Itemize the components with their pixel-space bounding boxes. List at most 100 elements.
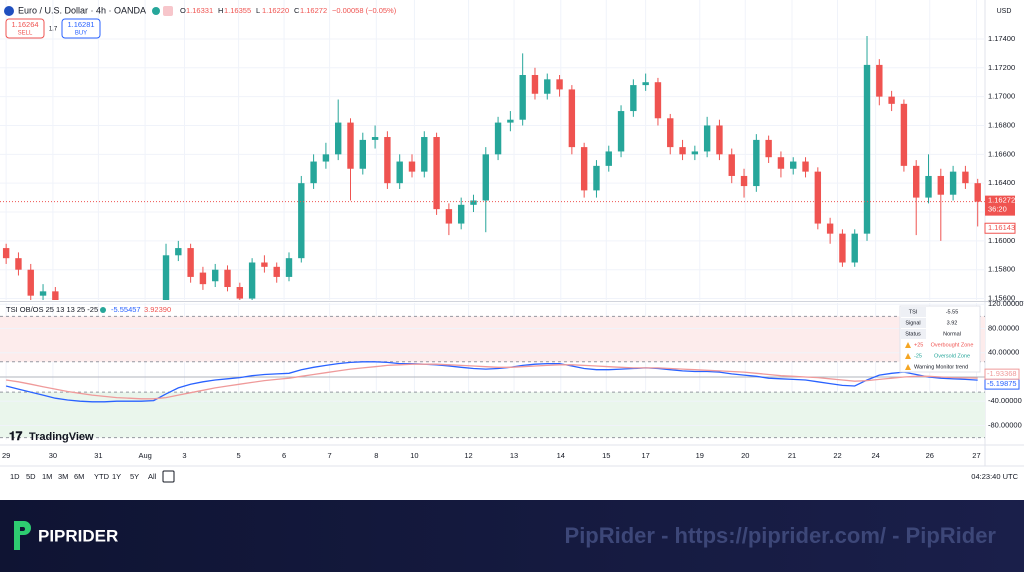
y-tick-label: -40.00000 (988, 396, 1022, 405)
sell-price: 1.16264 (11, 20, 38, 29)
range-button[interactable]: YTD (94, 472, 110, 481)
candle-body (175, 248, 182, 256)
buy-button[interactable] (61, 18, 101, 39)
table-text: Normal (943, 331, 961, 337)
candle-body (310, 161, 317, 184)
x-tick-label: 30 (49, 451, 57, 460)
x-tick-label: 27 (972, 451, 980, 460)
ohlc-key: C (294, 6, 300, 15)
x-tick-label: Aug (138, 451, 151, 460)
candle-body (703, 125, 711, 152)
table-icon (905, 353, 911, 359)
candle-body (974, 183, 981, 202)
candle-body (814, 171, 822, 224)
spread: 1.7 (49, 27, 58, 33)
indicator-icon (163, 6, 173, 16)
sell-button[interactable] (5, 18, 45, 39)
candle-body (802, 161, 809, 172)
market-status (152, 7, 160, 15)
table-text: Overbought Zone (931, 342, 974, 348)
ohlc-key: L (256, 6, 260, 15)
table-text: 3.92 (947, 320, 958, 326)
ohlc-value: 1.16355 (224, 6, 251, 15)
buy-label: BUY (75, 31, 87, 37)
range-button[interactable]: All (148, 472, 157, 481)
banner (0, 500, 1024, 572)
candle-body (962, 171, 969, 184)
range-button[interactable]: 3M (58, 472, 68, 481)
candle-body (605, 151, 612, 166)
y-tick-label: 1.17400 (988, 34, 1015, 43)
candle-body (384, 137, 391, 184)
candle-body (667, 118, 674, 148)
candle-body (15, 258, 22, 270)
bid-tag-value: 1.16143 (988, 223, 1015, 232)
candle-body (482, 154, 489, 201)
candle-body (27, 269, 34, 296)
indicator-visible[interactable] (100, 307, 106, 313)
candle-body (790, 161, 797, 169)
y-tick-label: 80.00000 (988, 323, 1019, 332)
x-tick-label: 21 (788, 451, 796, 460)
candle-body (2, 248, 10, 259)
price-tag (985, 195, 1015, 216)
candle-body (39, 291, 47, 296)
table-icon (905, 342, 911, 348)
table-text: Monitor trend (936, 364, 968, 370)
price-tag-value: 1.16272 (988, 196, 1015, 205)
table-text: -25 (914, 353, 922, 359)
x-tick-label: 13 (510, 451, 518, 460)
candle-body (851, 233, 858, 263)
y-tick-label: -80.00000 (988, 420, 1022, 429)
ohlc-value: 1.16272 (300, 6, 327, 15)
candle-body (224, 269, 231, 288)
logo-mark: 𝟏𝟕 (9, 429, 23, 443)
candle-body (273, 266, 280, 277)
value-tag (984, 368, 1020, 380)
candle-body (470, 200, 477, 205)
x-tick-label: 3 (182, 451, 186, 460)
x-tick-label: 6 (282, 451, 286, 460)
range-button[interactable]: 5D (26, 472, 36, 481)
indicator-value: 3.92390 (144, 305, 171, 314)
x-tick-label: 5 (236, 451, 240, 460)
x-tick-label: 24 (871, 451, 879, 460)
table-text: TSI (909, 309, 918, 315)
y-tick-label: 1.16400 (988, 178, 1015, 187)
range-button[interactable]: 5Y (130, 472, 139, 481)
candle-body (421, 137, 428, 172)
candle-body (654, 82, 662, 119)
table-cell (901, 318, 926, 328)
x-tick-label: 17 (641, 451, 649, 460)
candle-body (728, 154, 735, 176)
y-tick-label: 1.17200 (988, 63, 1015, 72)
candle-body (396, 161, 403, 184)
range-button[interactable]: 1M (42, 472, 52, 481)
value-tag-text: -5.19875 (987, 379, 1017, 388)
range-button[interactable]: 6M (74, 472, 84, 481)
currency: USD (997, 8, 1012, 15)
x-tick-label: 15 (602, 451, 610, 460)
x-tick-label: 20 (741, 451, 749, 460)
candle-body (162, 255, 170, 300)
candle-body (691, 151, 699, 155)
range-button[interactable]: 1D (10, 472, 20, 481)
candle-body (937, 175, 945, 195)
candle-body (212, 269, 219, 282)
candle-body (507, 119, 514, 123)
range-button[interactable]: 1Y (112, 472, 121, 481)
candle-body (900, 103, 908, 166)
ohlc-key: H (218, 6, 223, 15)
candle-body (568, 89, 576, 148)
change: −0.00058 (−0.05%) (332, 6, 397, 15)
date-range-icon[interactable] (162, 470, 175, 483)
brand-name: PIPRIDER (38, 526, 118, 545)
zone (0, 392, 985, 438)
clock: 04:23:40 UTC (971, 472, 1018, 481)
value-tag-text: -1.93368 (987, 369, 1017, 378)
indicator-title: TSI OB/OS 25 13 13 25 -25 (6, 305, 98, 314)
candle-body (642, 82, 649, 86)
table-text: Oversold Zone (934, 353, 970, 359)
y-tick-label: 1.16600 (988, 149, 1015, 158)
